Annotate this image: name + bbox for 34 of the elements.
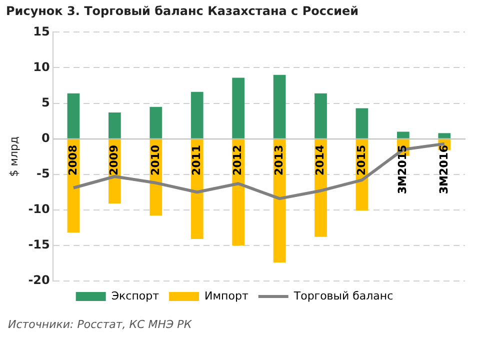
- legend-label: Торговый баланс: [292, 289, 394, 302]
- x-tick-label: 2009: [108, 144, 121, 176]
- y-tick-label: -20: [28, 273, 50, 288]
- x-tick-label: 2012: [231, 144, 244, 176]
- y-tick-label: 0: [42, 130, 50, 145]
- bar: [356, 108, 368, 138]
- bar: [150, 106, 162, 138]
- x-tick-label: 2011: [190, 144, 203, 176]
- x-tick-label: 2010: [148, 144, 162, 176]
- x-tick-label: 2008: [66, 144, 80, 176]
- bar: [67, 93, 80, 138]
- x-tick-label: 2013: [272, 144, 286, 176]
- y-tick-label: -15: [28, 238, 50, 252]
- x-tick-label: 3M2015: [396, 144, 410, 194]
- legend-label: Экспорт: [111, 289, 160, 302]
- y-tick-label: -5: [36, 166, 50, 180]
- y-tick-label: -10: [28, 202, 50, 216]
- bar: [108, 112, 121, 138]
- bar: [232, 78, 245, 138]
- legend-label: Импорт: [204, 289, 249, 302]
- y-axis-title: $ млрд: [7, 136, 20, 177]
- x-tick-label: 3M2016: [437, 144, 450, 194]
- bar: [438, 133, 451, 138]
- x-tick-label: 2014: [314, 144, 327, 176]
- y-tick-label: 15: [33, 24, 50, 38]
- y-tick-label: 5: [42, 95, 50, 110]
- chart-title: Рисунок 3. Торговый баланс Казахстана с Россией: [6, 4, 359, 18]
- text: Источники: Росстат, КС МНЭ РК: [8, 318, 192, 331]
- y-tick-label: 10: [33, 60, 50, 74]
- bar: [397, 132, 410, 138]
- x-tick-label: 2015: [354, 144, 368, 176]
- bar: [190, 92, 204, 138]
- bar: [314, 93, 327, 138]
- bar: [273, 74, 286, 138]
